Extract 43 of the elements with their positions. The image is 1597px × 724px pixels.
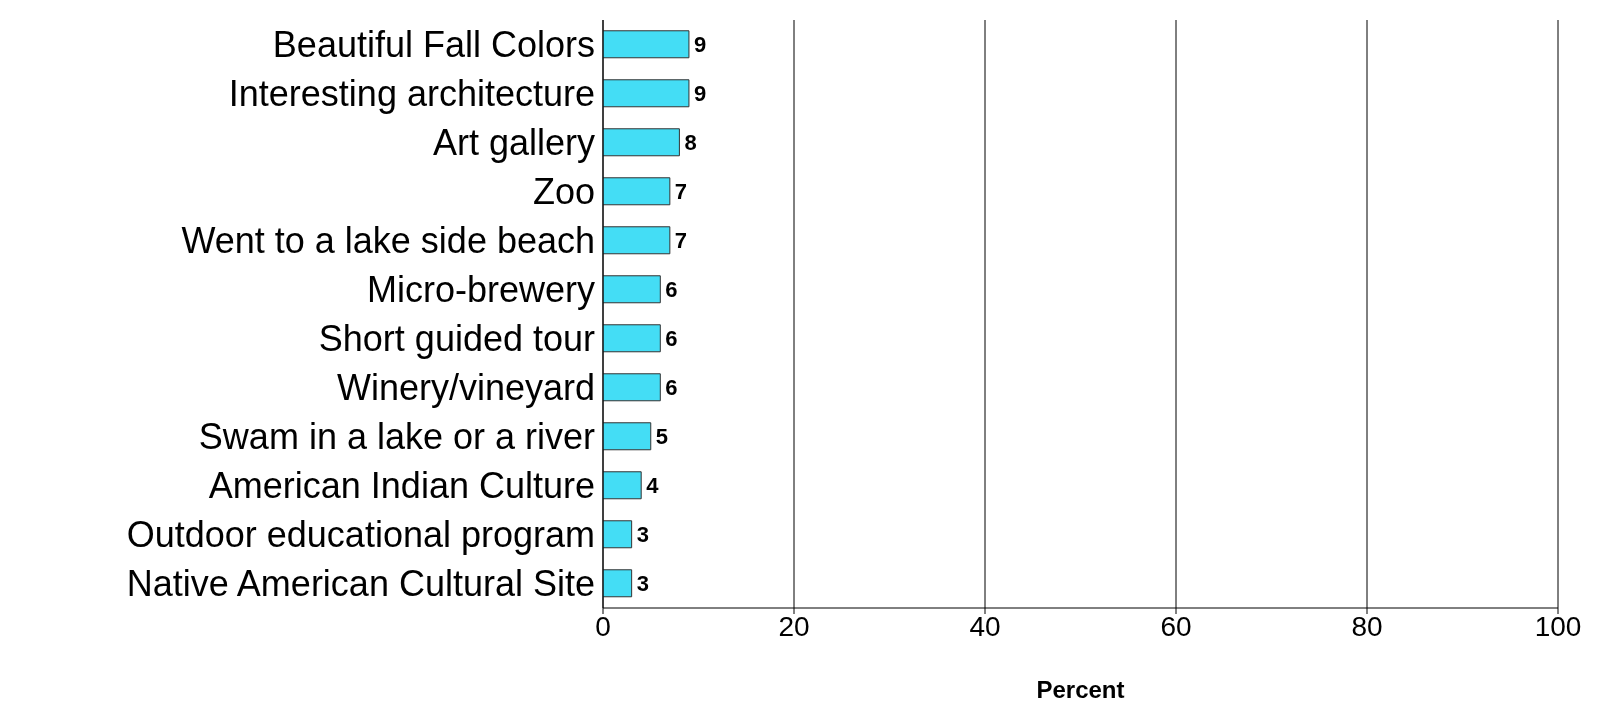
y-tick-label: Native American Cultural Site [126, 563, 595, 605]
y-tick-label: Art gallery [432, 122, 595, 164]
y-tick-label: Outdoor educational program [126, 514, 595, 556]
data-label: 9 [693, 81, 707, 107]
bar [603, 373, 661, 402]
x-tick-label: 100 [1534, 610, 1582, 642]
data-label: 9 [693, 32, 707, 58]
bar [603, 128, 680, 157]
data-label: 8 [684, 130, 697, 156]
data-label: 7 [674, 179, 688, 205]
data-label: 6 [665, 375, 678, 401]
bar [603, 520, 633, 549]
x-tick-label: 40 [969, 610, 1001, 642]
data-label: 7 [674, 228, 688, 254]
data-label: 6 [665, 326, 678, 352]
data-label: 3 [636, 522, 649, 548]
bar [603, 226, 671, 255]
bar [603, 324, 661, 353]
data-label: 3 [636, 571, 649, 597]
y-tick-label: Beautiful Fall Colors [272, 24, 595, 66]
bar [603, 177, 671, 206]
y-tick-label: Interesting architecture [228, 73, 595, 115]
x-tick-label: 0 [595, 610, 611, 642]
y-tick-label: Zoo [532, 171, 595, 213]
x-tick-label: 80 [1351, 610, 1383, 642]
bar [603, 30, 690, 59]
bar [603, 471, 642, 500]
y-tick-label: Swam in a lake or a river [198, 416, 596, 458]
data-label: 5 [655, 424, 668, 450]
bar [603, 422, 652, 451]
bar [603, 569, 633, 598]
bar [603, 275, 661, 304]
y-tick-label: Short guided tour [318, 318, 596, 360]
x-axis-title: Percent [1035, 676, 1126, 704]
y-tick-label: American Indian Culture [208, 465, 595, 507]
y-tick-label: Went to a lake side beach [181, 220, 595, 262]
x-tick-label: 20 [778, 610, 810, 642]
data-label: 6 [665, 277, 678, 303]
data-label: 4 [646, 473, 660, 499]
y-tick-label: Winery/vineyard [336, 367, 595, 409]
bar [603, 79, 690, 108]
x-tick-label: 60 [1160, 610, 1192, 642]
y-tick-label: Micro-brewery [366, 269, 595, 311]
